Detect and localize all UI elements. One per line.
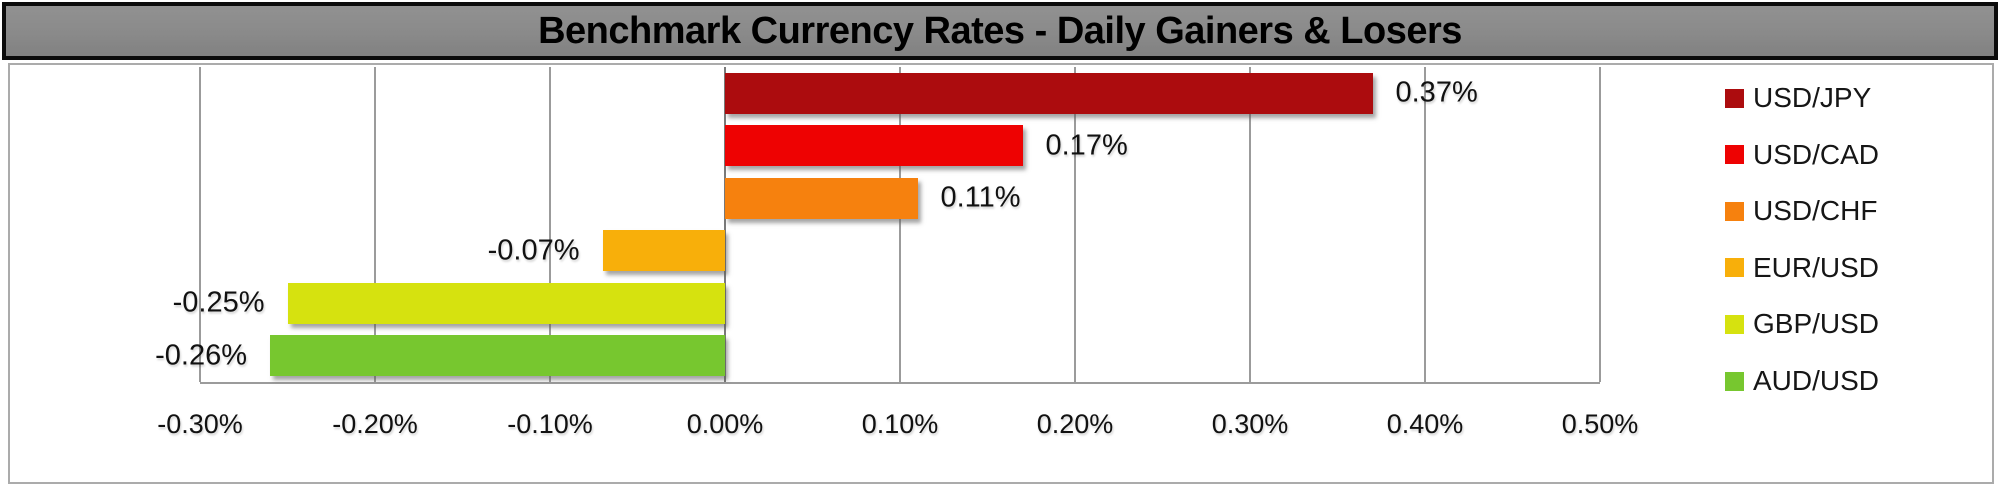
bar-value-label: -0.07% <box>487 234 580 267</box>
gridline <box>899 67 901 382</box>
zero-gridline <box>724 67 726 382</box>
gridline <box>1074 67 1076 382</box>
legend-swatch <box>1725 88 1744 108</box>
x-tick-label: 0.10% <box>861 409 939 439</box>
legend-label: EUR/USD <box>1753 251 1880 283</box>
x-tick-label: -0.30% <box>157 409 243 439</box>
bar-value-label: 0.17% <box>1045 129 1128 162</box>
x-tick-label: 0.00% <box>686 409 764 439</box>
bar-value-label: -0.25% <box>172 286 265 319</box>
x-tick-label: -0.20% <box>332 409 418 439</box>
x-tick-label: 0.40% <box>1386 409 1464 439</box>
gridline <box>549 67 551 382</box>
legend-swatch <box>1725 258 1744 278</box>
gridline <box>1424 67 1426 382</box>
x-tick-label: -0.10% <box>507 409 593 439</box>
bar-value-label: -0.26% <box>155 339 247 372</box>
legend-swatch <box>1725 201 1744 221</box>
x-axis-line <box>200 382 1600 384</box>
bar-usd-chf <box>725 177 918 219</box>
bar-eur-usd <box>602 230 725 272</box>
legend-label: USD/JPY <box>1753 82 1872 113</box>
bar-gbp-usd <box>287 282 725 324</box>
legend-label: USD/CHF <box>1753 195 1878 227</box>
legend-swatch <box>1725 314 1744 334</box>
x-tick-label: 0.50% <box>1561 409 1639 439</box>
bar-usd-jpy <box>725 72 1373 114</box>
bar-value-label: 0.11% <box>940 181 1021 214</box>
legend-label: USD/CAD <box>1753 138 1880 170</box>
chart-title: Benchmark Currency Rates - Daily Gainers… <box>538 9 1462 52</box>
gridline <box>199 67 201 382</box>
x-tick-label: 0.20% <box>1036 409 1114 439</box>
legend-swatch <box>1725 371 1744 391</box>
bar-value-label: 0.37% <box>1395 76 1478 109</box>
gridline <box>374 67 376 382</box>
legend-swatch <box>1725 145 1744 165</box>
gridline <box>1599 67 1601 382</box>
gridline <box>1249 67 1251 382</box>
legend-label: GBP/USD <box>1753 308 1880 340</box>
chart-title-bar: Benchmark Currency Rates - Daily Gainers… <box>2 2 1998 60</box>
x-tick-label: 0.30% <box>1211 409 1289 439</box>
legend-label: AUD/USD <box>1753 365 1880 396</box>
bar-aud-usd <box>270 335 725 377</box>
bar-usd-cad <box>725 125 1023 167</box>
